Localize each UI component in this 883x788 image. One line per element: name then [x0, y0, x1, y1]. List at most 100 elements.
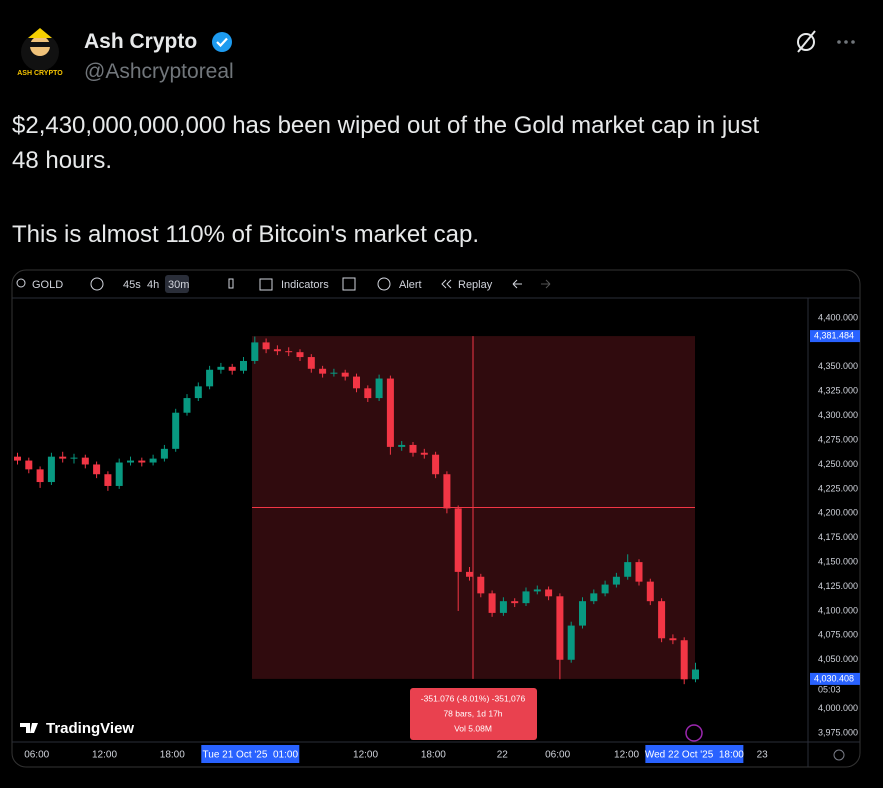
candle-body — [499, 601, 507, 613]
candle-body — [127, 460, 134, 463]
interval[interactable]: 4h — [147, 279, 159, 291]
measure-text: Vol 5.08M — [454, 723, 492, 733]
candle-body — [669, 638, 677, 641]
verified-badge — [212, 32, 232, 52]
candle-body — [70, 457, 78, 459]
undo-icon[interactable] — [512, 279, 522, 289]
candle-body — [353, 376, 360, 389]
measure-text: -351.076 (-8.01%) -351,076 — [421, 693, 526, 703]
candle-body — [680, 640, 688, 680]
x-tick-label: 18:00 — [160, 750, 185, 761]
y-tick-label: 4,350.000 — [818, 361, 858, 371]
candle-body — [692, 669, 699, 680]
candle-body — [262, 342, 270, 350]
x-tick-label: 06:00 — [545, 750, 570, 761]
interval[interactable]: 30m — [168, 279, 189, 291]
candle-body — [364, 388, 372, 399]
candle-body — [590, 593, 598, 602]
more-button[interactable] — [837, 40, 855, 44]
y-tick-label: 4,300.000 — [818, 410, 858, 420]
candle-body — [612, 576, 620, 585]
candle-body — [138, 460, 146, 463]
alert-lightning[interactable] — [685, 724, 703, 742]
y-tick-label: 4,225.000 — [818, 483, 858, 493]
x-tick-label: 06:00 — [24, 750, 49, 761]
x-tick-label: 12:00 — [614, 750, 639, 761]
author-handle[interactable]: @Ashcryptoreal — [84, 60, 234, 83]
candle-body — [81, 457, 89, 465]
chart-card[interactable] — [11, 269, 861, 768]
y-tick-label: 4,200.000 — [818, 508, 858, 518]
candle-body — [251, 342, 259, 361]
alert-icon[interactable] — [377, 277, 391, 291]
candle-body — [93, 464, 101, 475]
y-tick-label: 4,400.000 — [818, 312, 858, 322]
candle-body — [25, 460, 33, 470]
countdown: 05:03 — [818, 684, 841, 694]
interval[interactable]: 45s — [123, 279, 141, 291]
candle-body — [217, 366, 225, 370]
y-tick-label: 4,050.000 — [818, 654, 858, 664]
x-tick-label: 18:00 — [421, 750, 446, 761]
candle-body — [375, 378, 383, 399]
candle-body — [466, 571, 473, 577]
candle-body — [409, 444, 417, 453]
candle-body — [646, 581, 654, 602]
candle-body — [172, 412, 180, 449]
candle-body — [206, 369, 214, 387]
candle-body — [601, 584, 609, 594]
candle-body — [579, 601, 586, 626]
x-tick-label: 12:00 — [92, 750, 117, 761]
price-label-bg — [810, 672, 860, 685]
candle-body — [14, 456, 21, 461]
price-label-bg — [810, 330, 860, 343]
y-tick-label: 3,975.000 — [818, 727, 858, 737]
avatar-glasses — [30, 42, 50, 47]
crosshair-label: Wed 22 Oct '25 18:00 — [645, 750, 744, 761]
candle-body — [240, 360, 247, 371]
candle-body — [420, 452, 428, 455]
avatar-hair — [28, 28, 52, 38]
chart-type-icon[interactable] — [228, 278, 234, 289]
y-tick-label: 4,100.000 — [818, 605, 858, 615]
candle-body — [183, 398, 191, 413]
indicators-icon[interactable] — [259, 278, 273, 291]
candle-body — [567, 625, 575, 660]
grok-icon[interactable] — [797, 33, 815, 51]
y-tick-label: 4,250.000 — [818, 459, 858, 469]
add-icon[interactable] — [90, 277, 104, 291]
candle-body — [330, 372, 338, 374]
candle-body — [296, 352, 304, 358]
x-tick-label: 23 — [757, 750, 769, 761]
author-name[interactable]: Ash Crypto — [84, 30, 198, 53]
grok-icon-slash — [797, 30, 816, 53]
candle-body — [149, 458, 157, 463]
candle-body — [115, 462, 123, 486]
replay-icon[interactable] — [441, 279, 452, 289]
tweet-text: 48 hours. — [12, 147, 113, 174]
alert[interactable]: Alert — [399, 279, 422, 291]
replay[interactable]: Replay — [458, 279, 493, 291]
search-icon[interactable] — [16, 278, 26, 288]
avatar-text: ASH CRYPTO — [17, 70, 63, 77]
settings-icon[interactable] — [833, 749, 845, 761]
candle-body — [59, 456, 67, 459]
active-interval — [165, 275, 189, 293]
verified-check — [216, 37, 228, 48]
measure-text: 78 bars, 1d 17h — [443, 708, 502, 718]
candle-body — [341, 372, 349, 377]
candle-body — [398, 444, 406, 447]
indicators[interactable]: Indicators — [281, 279, 329, 291]
candle-body — [556, 596, 564, 660]
candle-body — [658, 601, 666, 639]
symbol[interactable]: GOLD — [32, 279, 63, 291]
candle-body — [273, 349, 281, 352]
tweet-text: $2,430,000,000,000 has been wiped out of… — [12, 112, 760, 139]
crosshair-label-bg — [201, 745, 300, 763]
layouts-icon[interactable] — [342, 277, 356, 291]
candle-body — [47, 456, 55, 483]
candle-body — [160, 448, 168, 459]
candle-body — [443, 474, 451, 509]
